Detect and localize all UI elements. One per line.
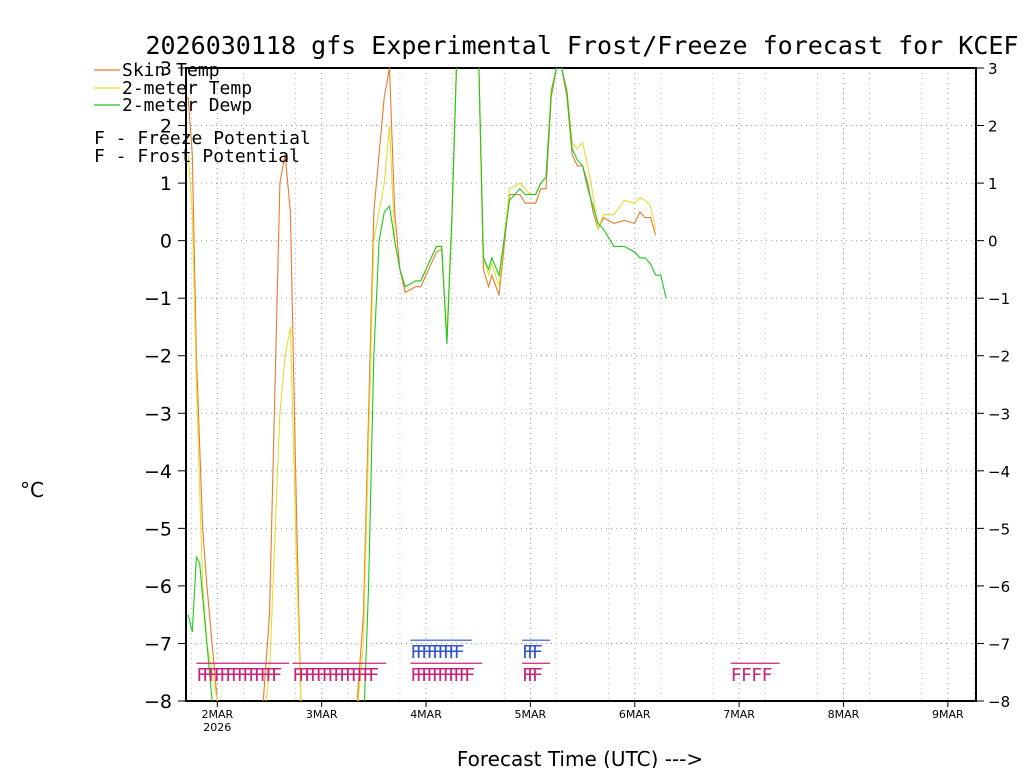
freeze-potential-flag: F bbox=[762, 665, 773, 686]
freeze-potential-flag: F bbox=[741, 665, 752, 686]
y-axis-right: −8 −7 −6 −5 −4 −3 −2 −1 0 1 2 3 bbox=[976, 60, 1010, 711]
legend-label-frost-potential: F - Frost Potential bbox=[94, 146, 300, 167]
frost-potential-flag: F bbox=[454, 642, 465, 663]
y-tick-label-right: 3 bbox=[988, 60, 998, 78]
y-tick-label: −7 bbox=[144, 633, 172, 655]
y-tick-label-right: −3 bbox=[988, 405, 1010, 423]
x-tick-label: 8MAR bbox=[828, 708, 860, 721]
freeze-potential-flag: F bbox=[464, 665, 475, 686]
y-axis-label: °C bbox=[20, 478, 44, 502]
x-tick-label: 6MAR bbox=[619, 708, 651, 721]
y-tick-label: −2 bbox=[144, 346, 172, 368]
y-tick-label: −4 bbox=[144, 461, 172, 483]
chart-title: 2026030118 gfs Experimental Frost/Freeze… bbox=[146, 31, 1019, 60]
x-tick-label: 2MAR bbox=[201, 708, 233, 721]
frost-freeze-chart: −8 −7 −6 −5 −4 −3 −2 −1 0 1 2 3 −8 −7 −6 −5 −4 −3 −2 −1 0 1 2… bbox=[0, 0, 1024, 768]
y-tick-label-right: 1 bbox=[988, 175, 998, 193]
freeze-potential-flag: F bbox=[751, 665, 762, 686]
freeze-potential-flag: F bbox=[271, 665, 282, 686]
x-tick-label: 9MAR bbox=[932, 708, 964, 721]
freeze-potential-flag: F bbox=[368, 665, 379, 686]
y-tick-label: −3 bbox=[144, 403, 172, 425]
y-tick-label: −1 bbox=[144, 288, 172, 310]
y-tick-label: −5 bbox=[144, 518, 172, 540]
x-tick-label: 4MAR bbox=[410, 708, 442, 721]
y-tick-label-right: 0 bbox=[988, 233, 998, 251]
frost-potential-flag: F bbox=[532, 642, 543, 663]
y-tick-label: −6 bbox=[144, 576, 172, 598]
freeze-potential-flag: F bbox=[532, 665, 543, 686]
plot-frame bbox=[186, 68, 976, 701]
y-tick-label-right: −1 bbox=[988, 290, 1010, 308]
y-tick-label-right: −7 bbox=[988, 635, 1010, 653]
y-tick-label-right: −8 bbox=[988, 693, 1010, 711]
y-tick-label: −8 bbox=[144, 691, 172, 713]
grid-lines bbox=[186, 68, 976, 701]
y-tick-label-right: −6 bbox=[988, 578, 1010, 596]
legend: Skin Temp 2-meter Temp 2-meter Dewp F - … bbox=[94, 60, 311, 167]
x-axis-label: Forecast Time (UTC) ---> bbox=[457, 747, 703, 768]
x-tick-label: 7MAR bbox=[723, 708, 755, 721]
y-tick-label-right: −5 bbox=[988, 520, 1010, 538]
y-tick-label: 1 bbox=[160, 173, 172, 195]
y-tick-label: 0 bbox=[160, 231, 172, 253]
y-tick-label-right: −2 bbox=[988, 348, 1010, 366]
x-tick-label: 3MAR bbox=[306, 708, 338, 721]
x-tick-sublabel: 2026 bbox=[203, 721, 231, 734]
y-tick-label-right: 2 bbox=[988, 118, 998, 136]
x-tick-label: 5MAR bbox=[515, 708, 547, 721]
y-tick-label-right: −4 bbox=[988, 463, 1010, 481]
legend-label-2m-dewp: 2-meter Dewp bbox=[122, 95, 252, 116]
